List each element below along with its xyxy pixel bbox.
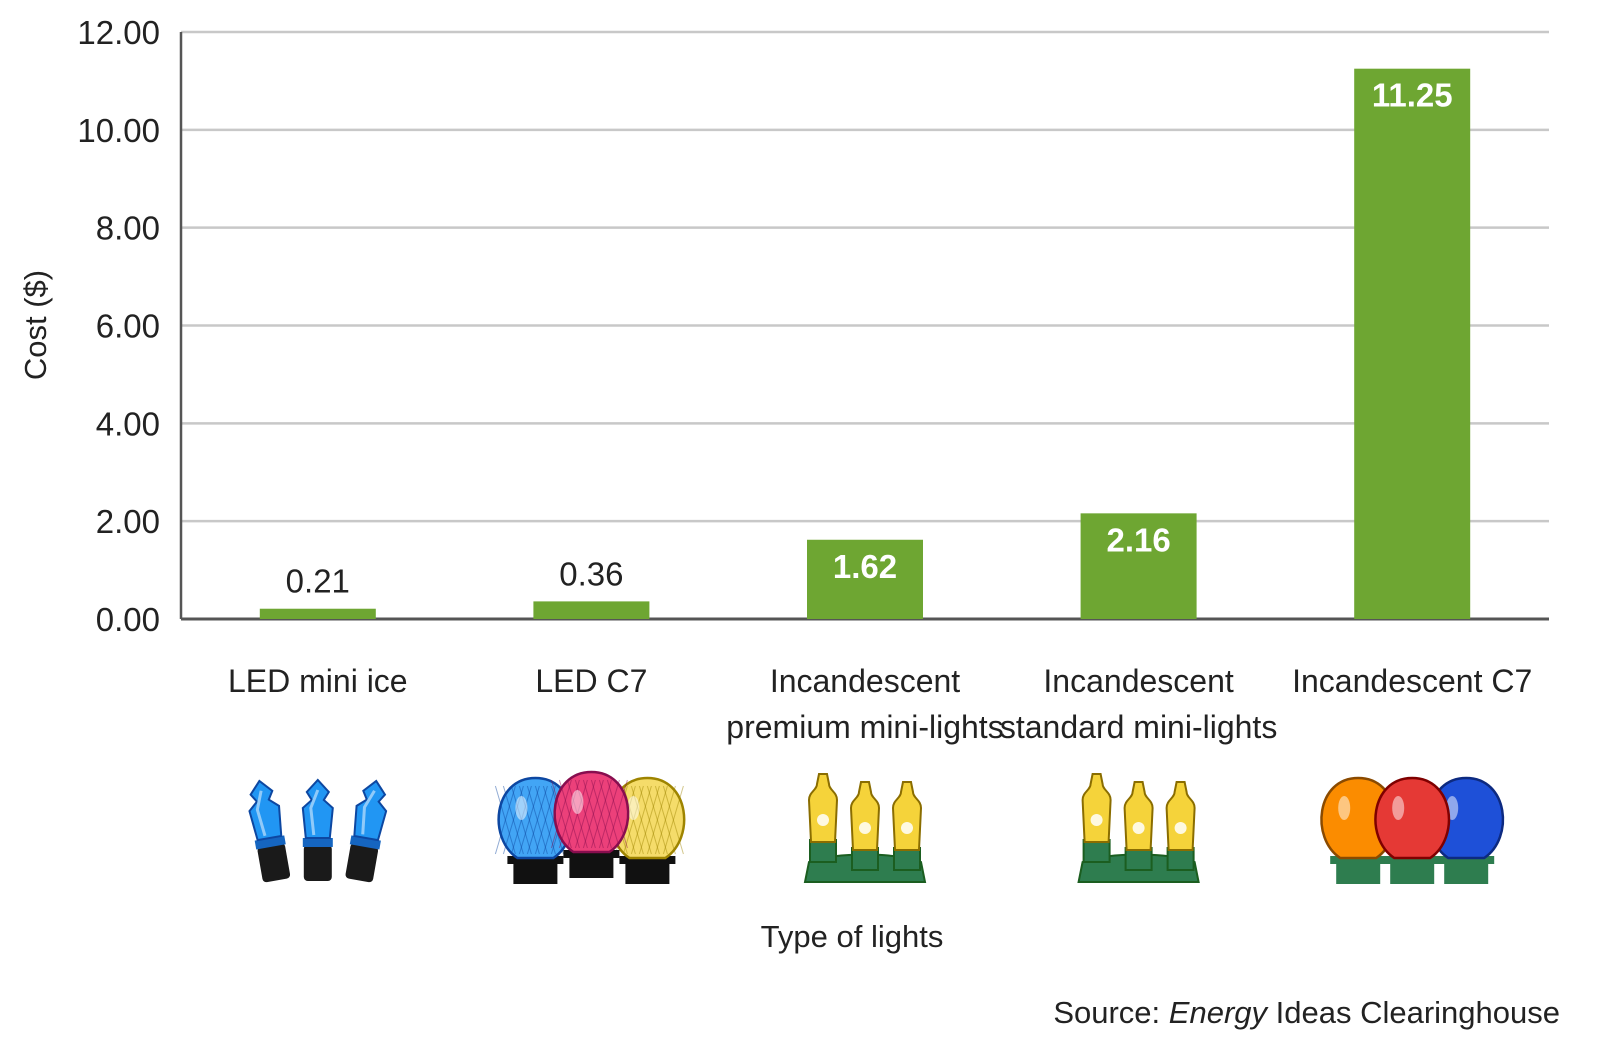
c7-bulb <box>1428 776 1505 884</box>
mini-bulb <box>1081 773 1112 863</box>
blue-led-mini-lights-icon <box>248 778 388 883</box>
y-tick-label: 12.00 <box>77 14 160 51</box>
c7-bulb <box>494 776 574 884</box>
category-labels: LED mini ice LED C7 Incandescent premium mi… <box>228 663 1532 745</box>
y-tick-label: 6.00 <box>96 308 160 345</box>
category-icons <box>248 770 1505 884</box>
category-label: Incandescent premium mini-lights <box>726 663 1003 745</box>
category-label-line: Incandescent <box>1043 663 1233 699</box>
y-tick-label: 10.00 <box>77 112 160 149</box>
data-label: 1.62 <box>833 548 897 585</box>
yellow-incandescent-mini-lights-icon <box>803 773 927 883</box>
gridlines <box>179 30 1549 621</box>
category-label-line: premium mini-lights <box>726 709 1003 745</box>
data-label: 0.21 <box>286 563 350 600</box>
x-axis-title: Type of lights <box>761 919 944 954</box>
c7-bulb <box>606 776 686 884</box>
data-labels: 0.21 0.36 1.62 2.16 11.25 <box>286 77 1453 600</box>
c7-bulb <box>1320 776 1397 884</box>
c7-bulb <box>1374 776 1451 884</box>
y-tick-label: 2.00 <box>96 503 160 540</box>
y-tick-label: 8.00 <box>96 210 160 247</box>
mini-bulb <box>849 781 881 871</box>
multicolor-led-c7-bulbs-icon <box>494 770 686 884</box>
data-label: 0.36 <box>559 555 623 592</box>
category-label-line: Incandescent <box>770 663 960 699</box>
bar <box>533 601 650 619</box>
y-tick-label: 4.00 <box>96 405 160 442</box>
category-label-line: Incandescent C7 <box>1292 663 1532 699</box>
led-mini-bulb <box>345 779 388 883</box>
yellow-incandescent-mini-lights-icon <box>1077 773 1200 883</box>
y-axis-title: Cost ($) <box>18 270 53 380</box>
bars <box>259 68 1471 619</box>
source-italic: Energy <box>1168 995 1268 1030</box>
source-suffix: Ideas Clearinghouse <box>1267 995 1560 1030</box>
source-prefix: Source: <box>1053 995 1169 1030</box>
mini-bulb <box>891 781 923 871</box>
y-tick-label: 0.00 <box>96 601 160 638</box>
category-label: Incandescent standard mini-lights <box>1000 663 1277 745</box>
y-tick-labels: 0.00 2.00 4.00 6.00 8.00 10.00 12.00 <box>77 14 160 638</box>
data-label: 11.25 <box>1372 77 1453 114</box>
category-label: Incandescent C7 <box>1292 663 1532 699</box>
mini-bulb <box>1165 781 1196 871</box>
bar <box>807 539 923 619</box>
data-label: 2.16 <box>1106 521 1170 558</box>
bar <box>259 608 376 619</box>
led-mini-bulb <box>301 778 334 881</box>
c7-bulb <box>550 770 630 878</box>
mini-bulb <box>1123 781 1154 871</box>
bar <box>1080 513 1197 619</box>
mini-bulb <box>807 773 839 863</box>
category-label-line: standard mini-lights <box>1000 709 1277 745</box>
category-label: LED mini ice <box>228 663 408 699</box>
source-note: Source: Energy Ideas Clearinghouse <box>1053 995 1560 1031</box>
led-mini-bulb <box>248 779 291 883</box>
category-label-line: LED C7 <box>535 663 647 699</box>
multicolor-incandescent-c7-bulbs-icon <box>1320 776 1505 884</box>
bar <box>1354 68 1471 619</box>
category-label: LED C7 <box>535 663 647 699</box>
category-label-line: LED mini ice <box>228 663 408 699</box>
